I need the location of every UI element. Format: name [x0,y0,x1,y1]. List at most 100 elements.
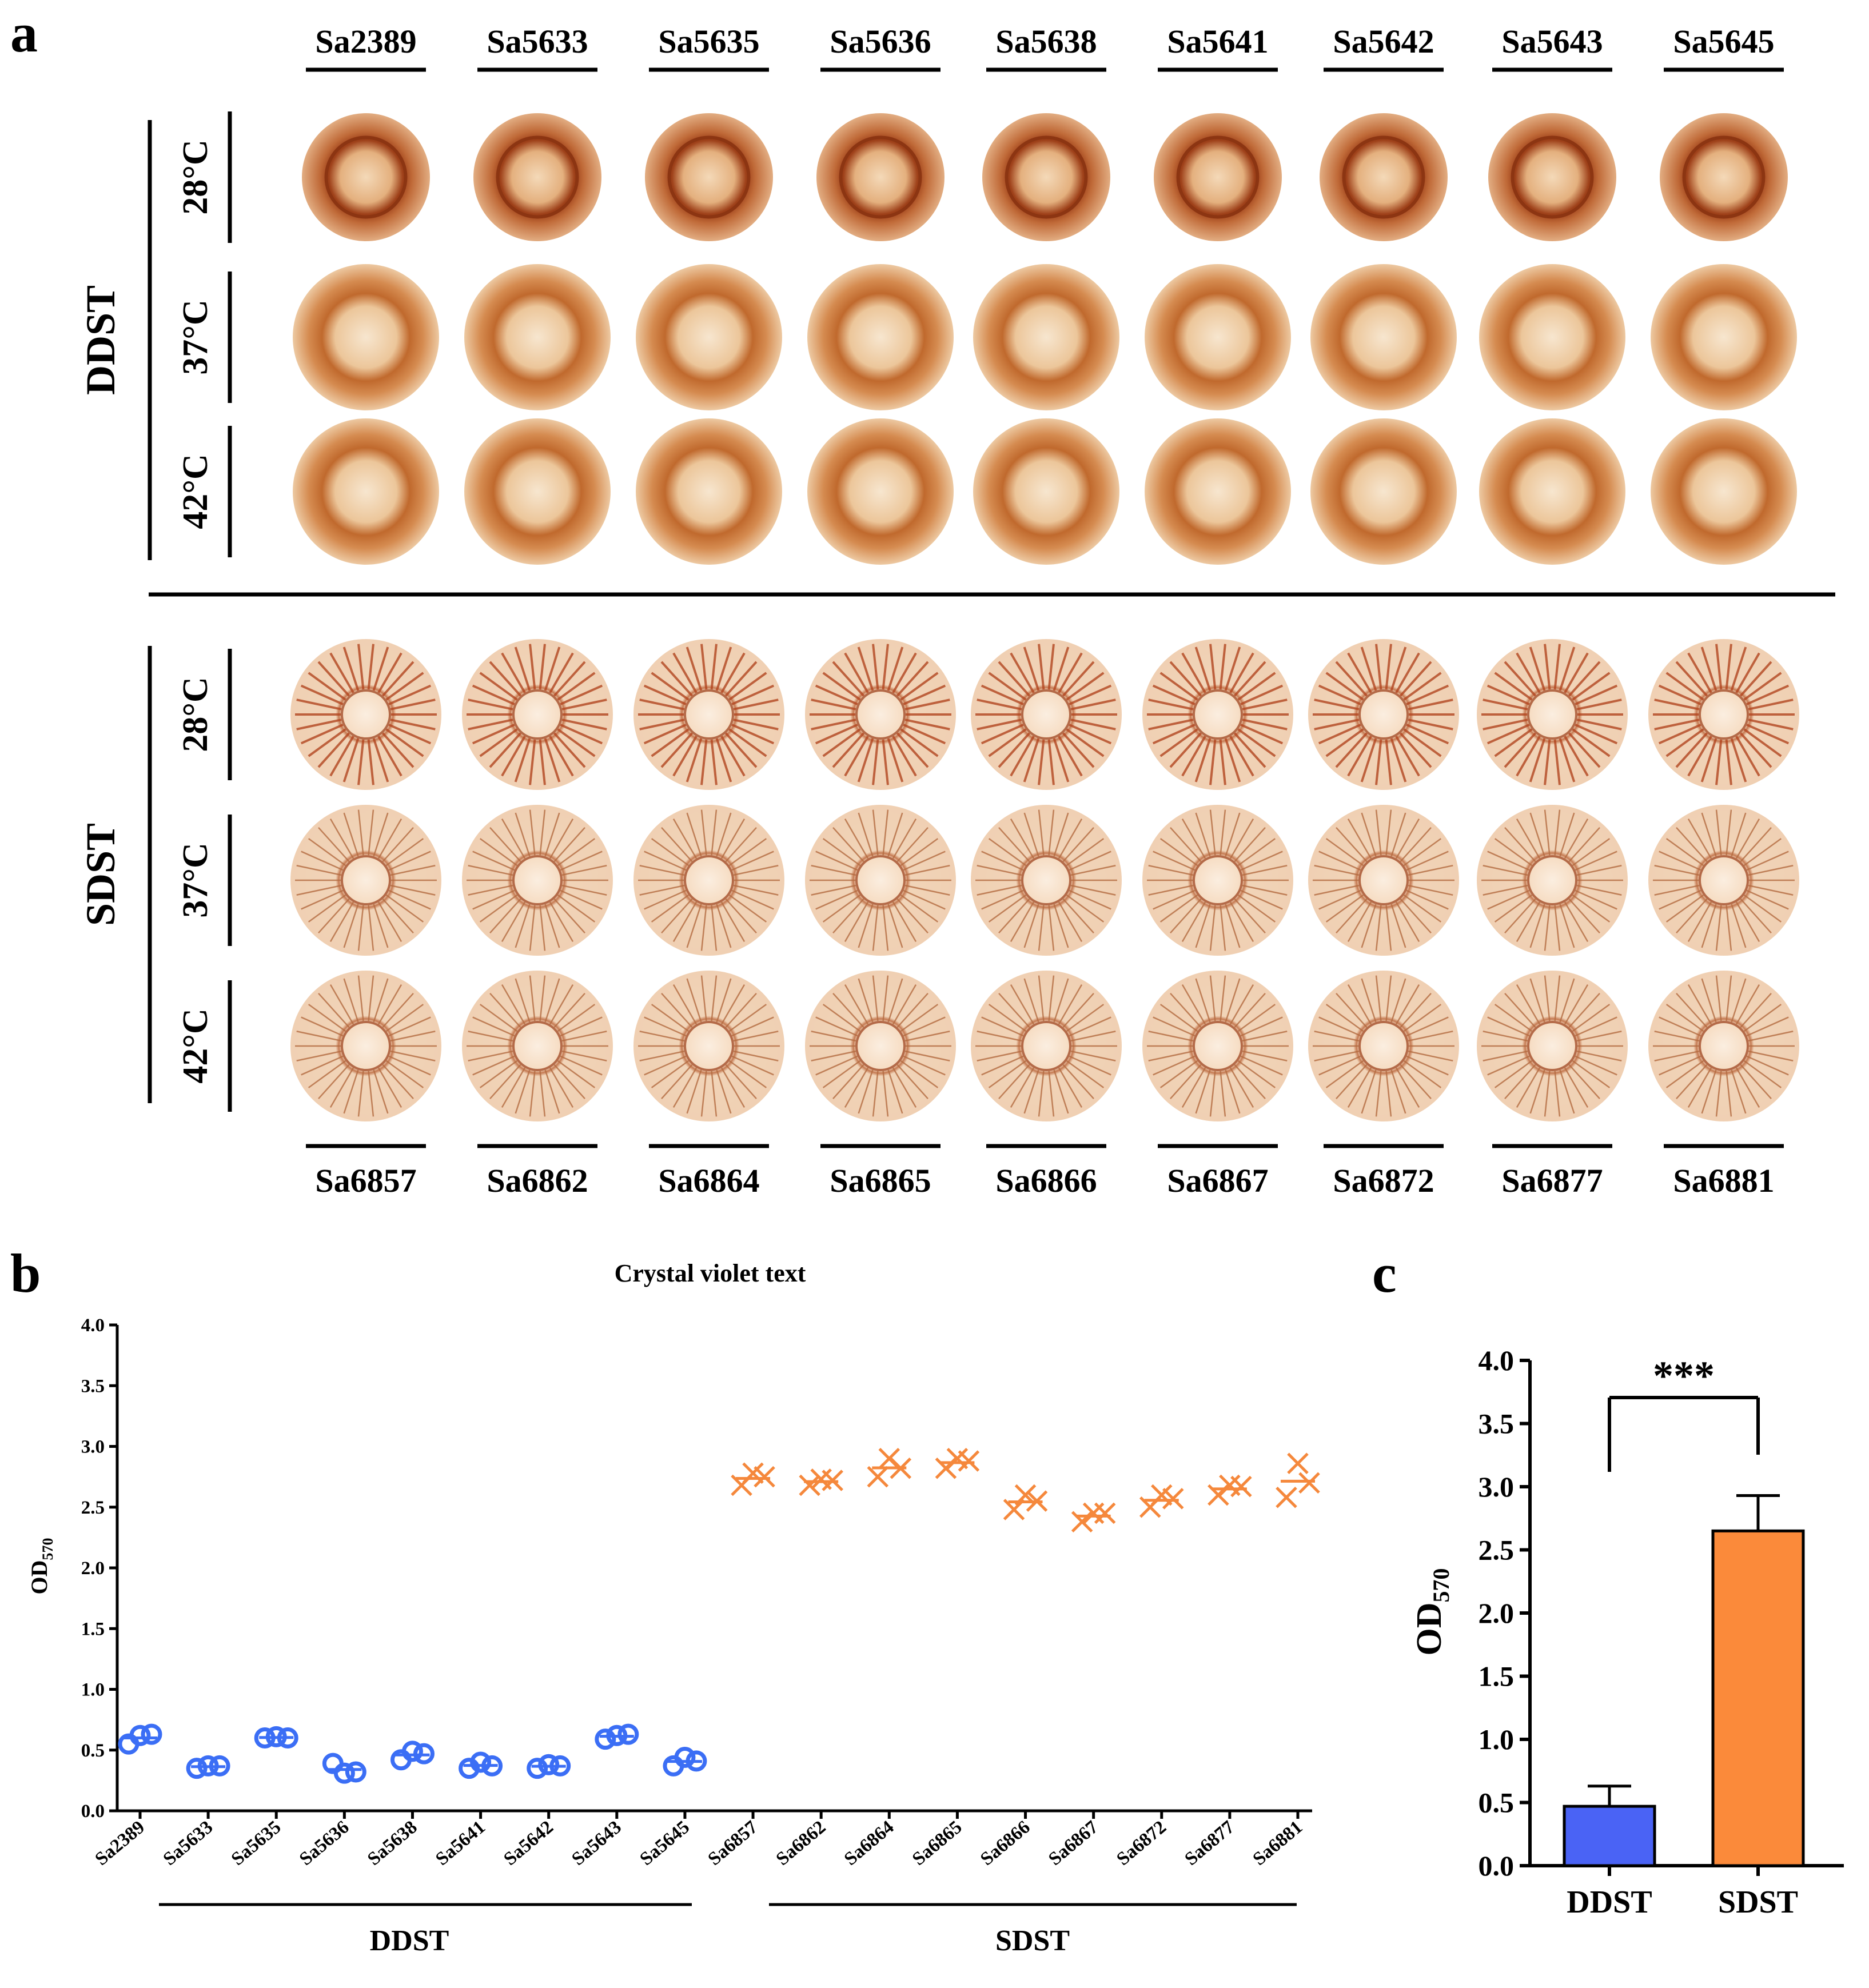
colony-wrinkle [1048,905,1055,951]
colony-body [464,418,611,565]
chart-b-point-ddst [470,1751,492,1773]
colony-wrinkle [1676,827,1708,863]
colony [1488,113,1616,241]
chart-b-x-tick-label: Sa5635 [228,1817,285,1870]
colony-wrinkle [1743,1004,1782,1032]
colony-wrinkle [892,736,917,777]
colony-wrinkle [639,1030,685,1042]
colony-wrinkle [553,1064,585,1099]
colony-center-ring [1358,855,1409,905]
colony-wrinkle [1743,1060,1782,1088]
colony-wrinkle [1148,1050,1194,1062]
colony-wrinkle [1159,894,1198,923]
colony-wrinkle [1066,838,1105,867]
colony-wrinkle [981,889,1024,910]
colony-wrinkle [1209,975,1216,1021]
colony-wrinkle [385,728,424,757]
colony-wrinkle [1234,993,1266,1028]
colony-wrinkle [988,1004,1027,1032]
colony-body [1310,264,1457,410]
colony-wrinkle [1153,889,1195,910]
colony-wrinkle [1170,827,1202,863]
colony-wrinkle [544,738,561,783]
colony-wrinkle [1487,724,1530,745]
colony-wrinkle [1701,904,1717,948]
colony-wrinkle [468,864,513,876]
colony [1142,805,1293,956]
colony-wrinkle [367,739,374,785]
colony-wrinkle [1735,736,1760,777]
chart-c-x-tick-label: SDST [1718,1885,1798,1920]
colony-center-ring [1021,855,1071,905]
colony-wrinkle [733,884,779,896]
colony-wrinkle [882,644,889,690]
chart-b-point-ddst [186,1758,208,1779]
colony-wrinkle [1375,809,1382,856]
colony-center-ring [684,689,734,740]
colony-wrinkle [329,984,354,1025]
colony-wrinkle [1195,1069,1211,1114]
colony-wrinkle [660,732,694,768]
colony-wrinkle [1318,684,1361,705]
colony-body [293,264,439,410]
colony-body [1648,639,1799,790]
colony-body [807,418,954,565]
colony-wrinkle [489,827,521,863]
colony-wrinkle [489,993,521,1028]
colony-wrinkle [811,718,856,730]
colony-wrinkle [390,1030,436,1042]
colony-wrinkle [1575,851,1617,871]
colony-wrinkle [1408,718,1453,730]
colony-wrinkle [686,812,702,857]
colony-wrinkle [1746,1016,1789,1037]
chart-b-point-ddst [401,1741,423,1762]
colony-wrinkle [1314,718,1360,730]
colony-wrinkle [1318,889,1361,910]
colony-wrinkle [1746,724,1790,745]
colony [1651,264,1797,410]
colony-wrinkle [1336,898,1368,933]
colony-wrinkle [1229,736,1254,777]
colony-wrinkle [1575,1055,1617,1076]
colony-wrinkle [1735,818,1760,859]
colony-wrinkle [903,1016,946,1037]
bottom-strain-label: Sa6877 [1501,1162,1603,1199]
colony-wrinkle [1748,1030,1794,1042]
colony-wrinkle [368,975,374,1021]
chart-b-sdst-label: SDST [995,1925,1070,1957]
colony-wrinkle [318,827,350,863]
colony-wrinkle [1504,827,1536,863]
colony-wrinkle [651,672,690,701]
colony-wrinkle [672,901,698,943]
colony-wrinkle [1314,864,1360,876]
colony-wrinkle [1403,838,1442,867]
colony [293,264,439,410]
colony-wrinkle [308,1060,346,1088]
colony-wrinkle [1361,1069,1377,1114]
colony-wrinkle [728,728,767,757]
colony-wrinkle [998,1064,1030,1099]
colony-wrinkle [1066,728,1105,757]
colony-wrinkle [1070,718,1116,730]
colony-wrinkle [1148,884,1194,896]
colony-wrinkle [1225,904,1241,948]
colony-body [805,639,956,790]
colony-wrinkle [1403,1060,1442,1088]
colony-wrinkle [988,728,1027,757]
colony-wrinkle [539,1071,546,1117]
colony-wrinkle [388,724,432,745]
colony-wrinkle [715,738,732,783]
colony-wrinkle [1654,864,1700,876]
colony-wrinkle [844,1067,869,1108]
colony-wrinkle [1746,889,1789,910]
colony-wrinkle [1069,1016,1111,1037]
colony-wrinkle [733,718,779,730]
colony-wrinkle [561,884,607,896]
colony-wrinkle [1159,838,1198,867]
colony-wrinkle [501,1067,526,1108]
colony-wrinkle [1058,652,1083,693]
colony-wrinkle [357,739,365,785]
colony-wrinkle [1494,728,1533,757]
colony-wrinkle [1148,1030,1194,1042]
colony-wrinkle [711,1071,718,1117]
